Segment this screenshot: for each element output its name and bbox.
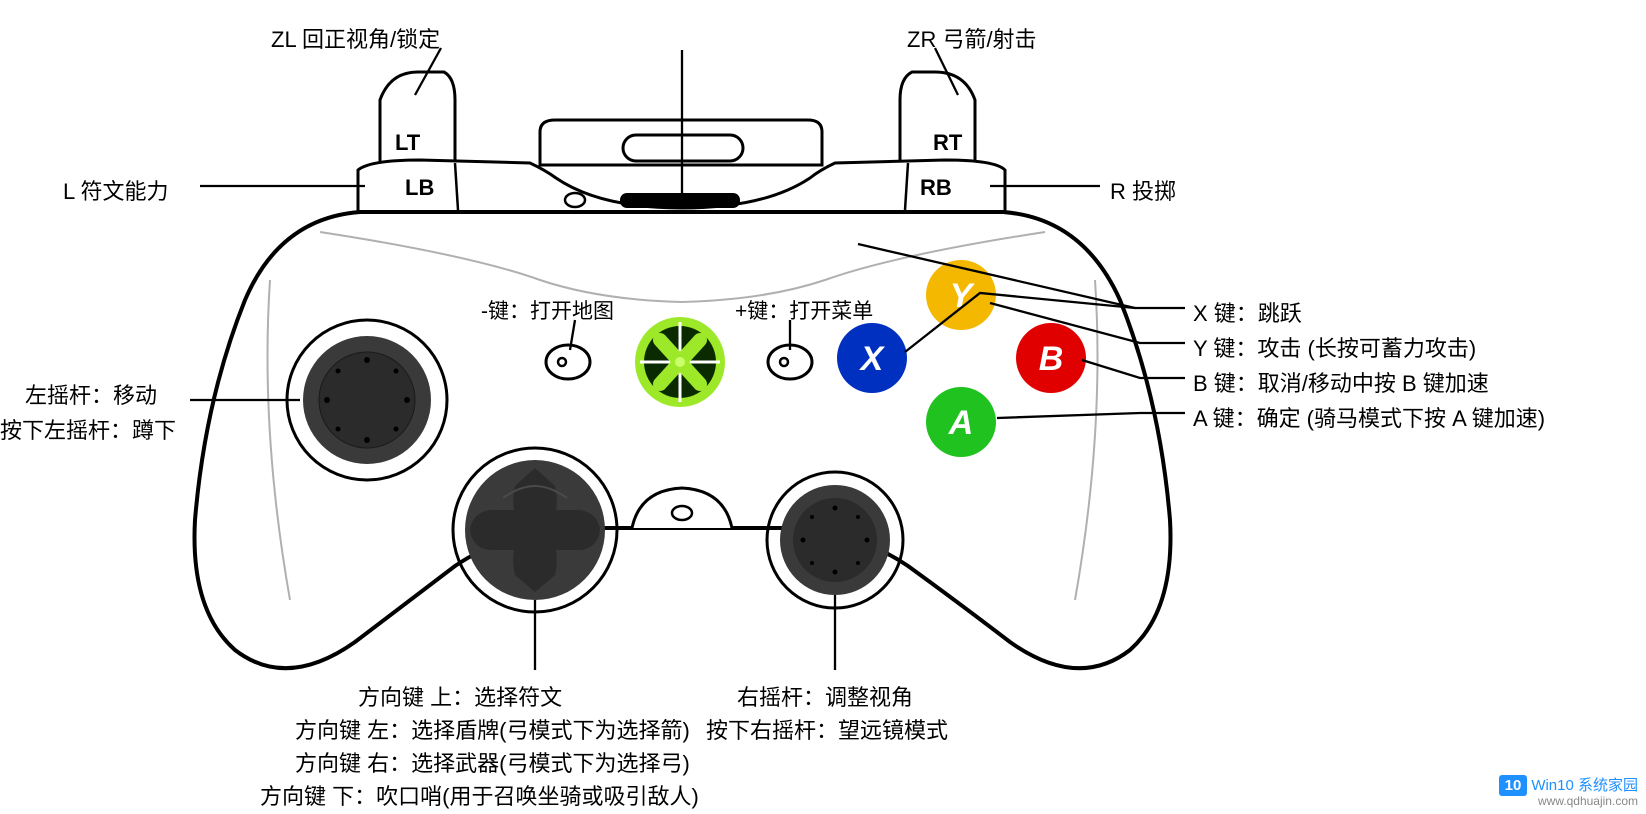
rt-label: RT <box>933 130 963 155</box>
watermark-url: www.qdhuajin.com <box>1499 794 1638 808</box>
label-b: B 键：取消/移动中按 B 键加速 <box>1193 366 1489 398</box>
rb-label: RB <box>920 175 952 200</box>
watermark: 10Win10 系统家园 www.qdhuajin.com <box>1499 774 1638 808</box>
lb-label: LB <box>405 175 434 200</box>
label-zr: ZR 弓箭/射击 <box>907 22 1037 54</box>
svg-text:A: A <box>948 404 974 442</box>
label-zl: ZL 回正视角/锁定 <box>271 22 440 54</box>
label-plus: +键：打开菜单 <box>735 295 873 325</box>
label-r: R 投掷 <box>1110 174 1176 206</box>
dpad <box>453 448 617 612</box>
svg-text:B: B <box>1039 340 1064 378</box>
label-dpad-down: 方向键 下：吹口哨(用于召唤坐骑或吸引敌人) <box>260 779 699 811</box>
watermark-text: Win10 系统家园 <box>1531 777 1638 794</box>
right-stick <box>767 472 903 608</box>
svg-text:Y: Y <box>950 277 976 315</box>
label-minus: -键：打开地图 <box>481 295 614 325</box>
label-l: L 符文能力 <box>63 174 169 206</box>
back-button <box>546 345 590 379</box>
face-button-y: Y <box>926 260 996 330</box>
label-right-stick-2: 按下右摇杆：望远镜模式 <box>706 713 948 745</box>
svg-text:X: X <box>859 340 886 378</box>
label-left-stick-2: 按下左摇杆：蹲下 <box>0 413 176 445</box>
label-dpad-left: 方向键 左：选择盾牌(弓模式下为选择箭) <box>295 713 690 745</box>
label-left-stick-1: 左摇杆：移动 <box>25 378 157 410</box>
face-button-b: B <box>1016 323 1086 393</box>
label-dpad-right: 方向键 右：选择武器(弓模式下为选择弓) <box>295 746 690 778</box>
start-button <box>768 345 812 379</box>
face-button-a: A <box>926 387 996 457</box>
label-y: Y 键：攻击 (长按可蓄力攻击) <box>1193 331 1476 363</box>
watermark-logo: 10 <box>1499 775 1528 796</box>
face-button-x: X <box>837 323 907 393</box>
label-right-stick-1: 右摇杆：调整视角 <box>737 680 913 712</box>
left-stick <box>287 320 447 480</box>
label-x: X 键：跳跃 <box>1193 296 1302 328</box>
lt-label: LT <box>395 130 421 155</box>
label-a: A 键：确定 (骑马模式下按 A 键加速) <box>1193 401 1545 433</box>
label-dpad-up: 方向键 上：选择符文 <box>358 680 562 712</box>
guide-button <box>635 317 725 407</box>
